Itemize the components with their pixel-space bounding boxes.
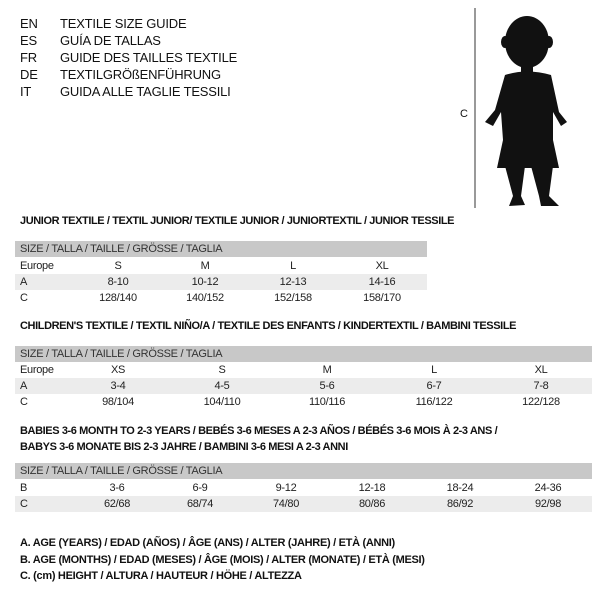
table-cell: L [290, 260, 296, 272]
table-cell: 3-4 [110, 380, 126, 392]
legend-line: B. AGE (MONTHS) / EDAD (MESES) / ÂGE (MO… [20, 553, 425, 566]
language-line: IT GUIDA ALLE TAGLIE TESSILI [20, 84, 231, 99]
junior-size-header: SIZE / TALLA / TAILLE / GRÖSSE / TAGLIA [15, 241, 427, 257]
language-title: TEXTILE SIZE GUIDE [60, 16, 187, 31]
babies-title-line1: BABIES 3-6 MONTH TO 2-3 YEARS / BEBÉS 3-… [20, 425, 498, 437]
table-cell: 80/86 [358, 498, 386, 510]
row-label: Europe [20, 260, 54, 272]
table-cell: 128/140 [99, 292, 137, 304]
table-cell: XL [375, 260, 389, 272]
babies-title-line2: BABYS 3-6 MONATE BIS 2-3 JAHRE / BAMBINI… [20, 441, 348, 453]
table-cell: 4-5 [214, 380, 230, 392]
babies-size-header: SIZE / TALLA / TAILLE / GRÖSSE / TAGLIA [15, 463, 592, 479]
children-title: CHILDREN'S TEXTILE / TEXTIL NIÑO/A / TEX… [20, 320, 517, 332]
table-row: B 3-6 6-9 9-12 12-18 18-24 24-36 [15, 480, 592, 496]
table-cell: 62/68 [103, 498, 131, 510]
table-row: Europe XS S M L XL [15, 362, 592, 378]
language-line: DE TEXTILGRÖßENFÜHRUNG [20, 67, 221, 82]
child-silhouette-figure: C [455, 0, 600, 212]
language-code: ES [20, 33, 37, 48]
language-code: IT [20, 84, 32, 99]
table-cell: 140/152 [186, 292, 224, 304]
table-cell: 86/92 [446, 498, 474, 510]
table-cell: 3-6 [109, 482, 125, 494]
row-label: A [20, 380, 28, 392]
child-silhouette-icon [474, 8, 567, 208]
row-label: C [20, 292, 28, 304]
table-cell: 92/98 [534, 498, 562, 510]
row-label: C [20, 498, 28, 510]
table-cell: M [322, 364, 332, 376]
table-cell: XS [110, 364, 126, 376]
table-cell: M [200, 260, 210, 272]
table-cell: 110/116 [308, 396, 346, 408]
row-label: C [20, 396, 28, 408]
language-code: DE [20, 67, 38, 82]
language-line: EN TEXTILE SIZE GUIDE [20, 16, 187, 31]
table-cell: 10-12 [191, 276, 219, 288]
table-cell: 24-36 [534, 482, 562, 494]
table-cell: 152/158 [274, 292, 312, 304]
row-label: B [20, 482, 28, 494]
table-row: A 3-4 4-5 5-6 6-7 7-8 [15, 378, 592, 394]
table-row: A 8-10 10-12 12-13 14-16 [15, 274, 427, 290]
table-cell: 158/170 [363, 292, 401, 304]
table-cell: 12-18 [358, 482, 386, 494]
table-cell: 9-12 [275, 482, 297, 494]
table-cell: 12-13 [279, 276, 307, 288]
table-cell: 98/104 [102, 396, 134, 408]
table-cell: XL [534, 364, 548, 376]
table-cell: 68/74 [186, 498, 214, 510]
table-cell: 5-6 [319, 380, 335, 392]
children-size-header: SIZE / TALLA / TAILLE / GRÖSSE / TAGLIA [15, 346, 592, 362]
legend-line: A. AGE (YEARS) / EDAD (AÑOS) / ÂGE (ANS)… [20, 537, 395, 549]
table-row: C 128/140 140/152 152/158 158/170 [15, 290, 427, 306]
table-cell: 7-8 [533, 380, 549, 392]
table-cell: 122/128 [522, 396, 560, 408]
table-cell: 74/80 [272, 498, 300, 510]
table-cell: 104/110 [203, 396, 241, 408]
language-title: GUIDA ALLE TAGLIE TESSILI [60, 84, 231, 99]
language-line: ES GUÍA DE TALLAS [20, 33, 161, 48]
row-label: A [20, 276, 28, 288]
table-cell: 8-10 [107, 276, 129, 288]
row-label: Europe [20, 364, 54, 376]
table-cell: 18-24 [446, 482, 474, 494]
table-cell: S [218, 364, 226, 376]
table-cell: 6-9 [192, 482, 208, 494]
table-cell: 116/122 [415, 396, 453, 408]
table-cell: L [431, 364, 437, 376]
junior-title: JUNIOR TEXTILE / TEXTIL JUNIOR/ TEXTILE … [20, 215, 455, 227]
measure-label: C [460, 108, 468, 120]
table-row: C 62/68 68/74 74/80 80/86 86/92 92/98 [15, 496, 592, 512]
table-row: C 98/104 104/110 110/116 116/122 122/128 [15, 394, 592, 410]
table-cell: 14-16 [368, 276, 396, 288]
legend-line: C. (cm) HEIGHT / ALTURA / HAUTEUR / HÖHE… [20, 570, 302, 582]
language-title: GUÍA DE TALLAS [60, 33, 161, 48]
table-row: Europe S M L XL [15, 258, 427, 274]
table-cell: 6-7 [426, 380, 442, 392]
language-code: FR [20, 50, 37, 65]
language-line: FR GUIDE DES TAILLES TEXTILE [20, 50, 237, 65]
table-cell: S [114, 260, 122, 272]
language-code: EN [20, 16, 38, 31]
language-title: TEXTILGRÖßENFÜHRUNG [60, 67, 221, 82]
language-title: GUIDE DES TAILLES TEXTILE [60, 50, 238, 65]
